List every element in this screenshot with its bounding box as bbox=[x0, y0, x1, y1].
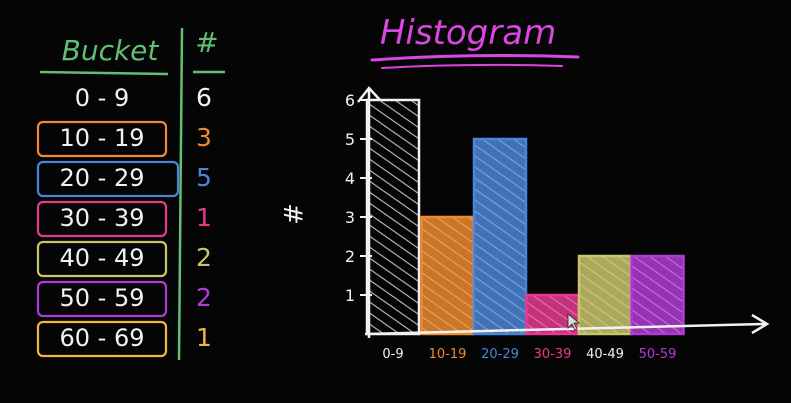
bucket-highlight-box bbox=[36, 200, 168, 238]
x-category-label: 30-39 bbox=[534, 347, 572, 362]
bucket-count: 1 bbox=[196, 323, 212, 352]
y-axis-ticks: 1 2 3 4 5 6 bbox=[345, 91, 372, 305]
y-axis-label: # bbox=[277, 203, 307, 225]
table-row: 40 - 49 2 bbox=[36, 240, 212, 278]
x-category-label: 50-59 bbox=[639, 347, 677, 362]
bar-30-39 bbox=[525, 293, 580, 336]
bucket-count: 2 bbox=[196, 283, 212, 312]
bucket-range: 50 - 59 bbox=[60, 284, 145, 312]
x-category-label: 10-19 bbox=[429, 347, 467, 362]
bucket-count: 1 bbox=[196, 203, 212, 232]
bucket-count: 2 bbox=[196, 243, 212, 272]
frequency-table: 0 - 9 610 - 19 320 - 29 530 - 39 140 - 49 250… bbox=[36, 83, 212, 358]
table-row: 10 - 19 3 bbox=[36, 120, 212, 158]
y-axis-arrow bbox=[357, 86, 381, 103]
x-category-label: 20-29 bbox=[481, 347, 519, 362]
bar-hatching bbox=[367, 100, 419, 334]
table-row: 60 - 69 1 bbox=[36, 320, 212, 358]
bar-0-9 bbox=[365, 98, 421, 336]
bucket-range: 0 - 9 bbox=[75, 84, 129, 112]
bucket-highlight-box bbox=[36, 280, 168, 318]
header-underline-bucket bbox=[39, 70, 169, 76]
y-tick-label: 5 bbox=[345, 130, 355, 149]
bar-40-49 bbox=[577, 254, 633, 336]
bucket-range: 10 - 19 bbox=[60, 124, 145, 152]
mouse-pointer-icon bbox=[567, 313, 581, 331]
bucket-count: 5 bbox=[196, 163, 212, 192]
bar-20-29 bbox=[472, 137, 528, 336]
bar-hatching bbox=[421, 217, 474, 334]
bucket-highlight-box bbox=[36, 120, 168, 158]
y-tick-label: 2 bbox=[345, 247, 355, 266]
title-underline bbox=[370, 54, 580, 62]
x-category-label: 0-9 bbox=[382, 347, 403, 362]
table-row: 0 - 9 6 bbox=[75, 83, 212, 112]
bar-50-59 bbox=[630, 254, 685, 336]
chart-title: Histogram bbox=[380, 13, 556, 53]
x-axis-arrow bbox=[751, 313, 770, 335]
y-tick-label: 4 bbox=[345, 169, 355, 188]
bars-group bbox=[365, 98, 685, 336]
bucket-highlight-box bbox=[36, 160, 180, 198]
title-underline-second bbox=[381, 63, 563, 69]
bucket-count: 3 bbox=[196, 123, 212, 152]
table-header-count: # bbox=[195, 26, 218, 59]
bucket-count: 6 bbox=[196, 83, 212, 112]
bucket-highlight-box bbox=[36, 240, 168, 278]
y-tick-label: 1 bbox=[345, 286, 355, 305]
bar-hatching bbox=[631, 256, 684, 334]
bar-10-19 bbox=[420, 215, 475, 336]
x-category-label: 40-49 bbox=[586, 347, 624, 362]
bar-outline bbox=[472, 137, 528, 336]
bucket-range: 30 - 39 bbox=[60, 204, 145, 232]
bar-hatching bbox=[474, 139, 526, 334]
table-row: 20 - 29 5 bbox=[36, 160, 212, 198]
table-row: 30 - 39 1 bbox=[36, 200, 212, 238]
y-tick-label: 6 bbox=[345, 91, 355, 110]
x-axis-category-labels: 0-9 10-19 20-29 30-39 40-49 50-59 bbox=[382, 347, 676, 362]
table-header-bucket: Bucket bbox=[62, 34, 160, 67]
y-tick-label: 3 bbox=[345, 208, 355, 227]
bar-outline bbox=[630, 254, 685, 336]
bar-hatching bbox=[526, 295, 579, 334]
bucket-range: 60 - 69 bbox=[60, 324, 145, 352]
bucket-range: 40 - 49 bbox=[60, 244, 145, 272]
bucket-range: 20 - 29 bbox=[60, 164, 145, 192]
bucket-highlight-box bbox=[36, 320, 168, 358]
bar-hatching bbox=[579, 256, 631, 334]
table-column-divider bbox=[177, 27, 184, 361]
table-row: 50 - 59 2 bbox=[36, 280, 212, 318]
histogram-chart: 1 2 3 4 5 6 0-9 10-19 20-29 30-39 40-49 50-59 # bbox=[277, 86, 770, 362]
x-axis-line bbox=[364, 322, 766, 336]
